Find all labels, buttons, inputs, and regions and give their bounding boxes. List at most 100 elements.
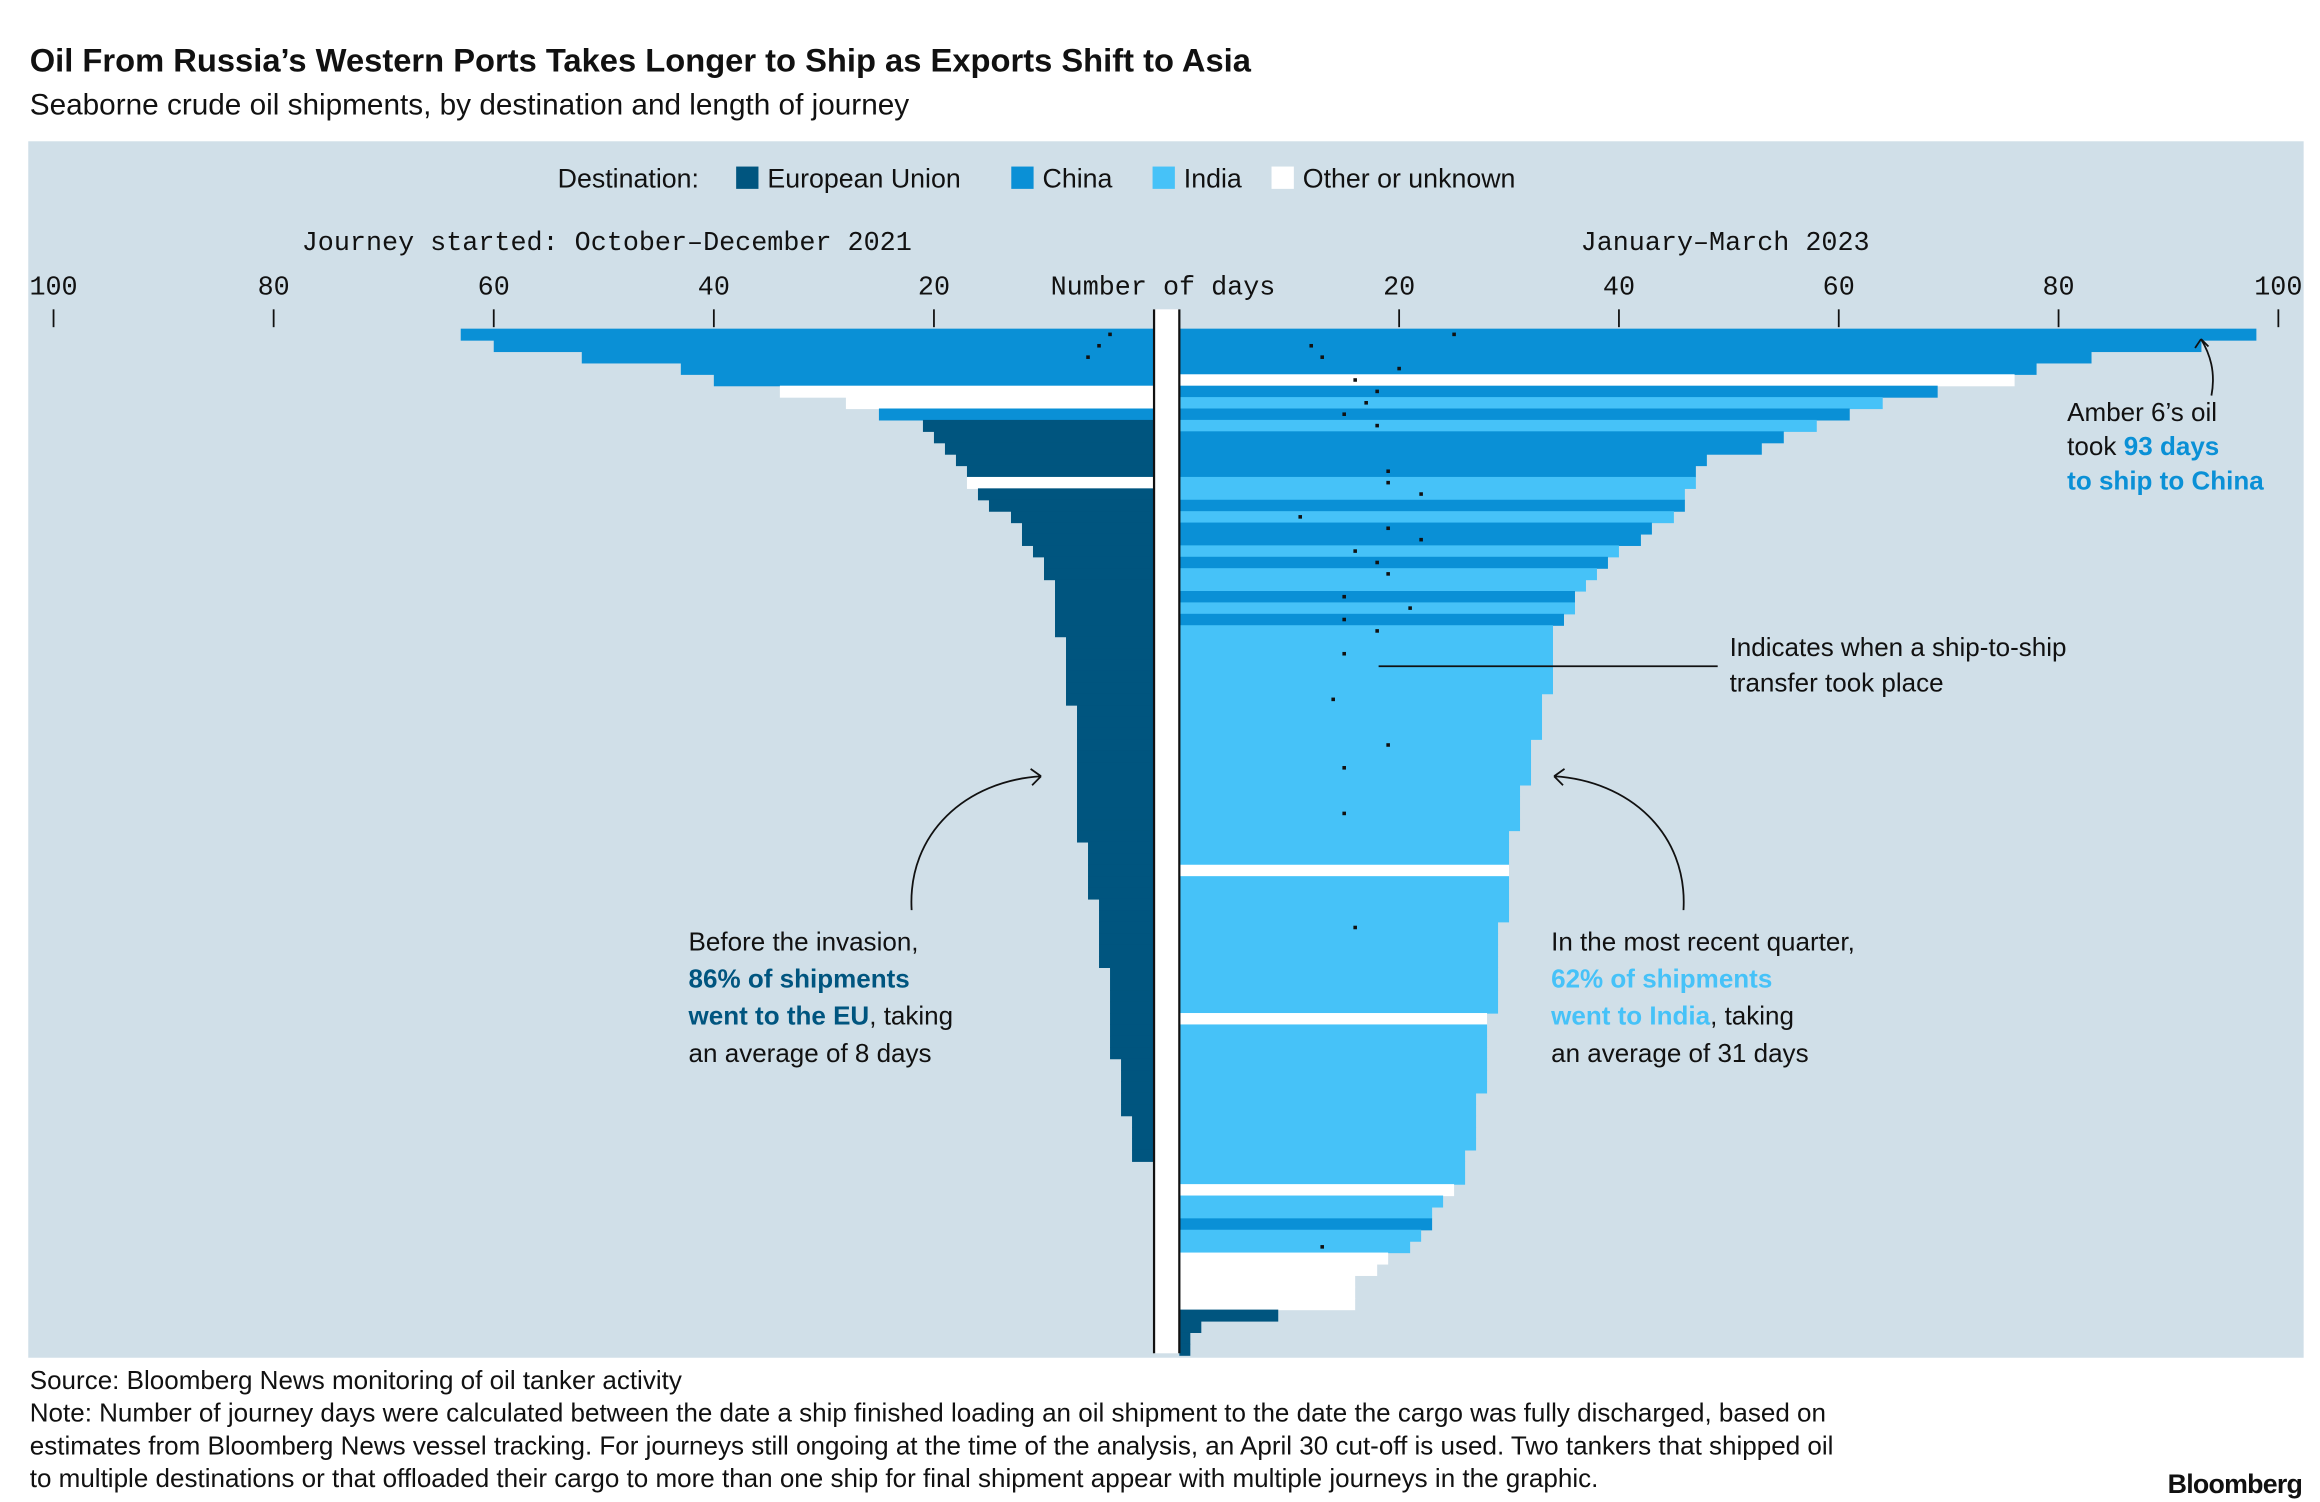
transfer-dot bbox=[1342, 766, 1346, 770]
bar bbox=[581, 351, 1155, 364]
annotation-arrow bbox=[1553, 768, 1685, 911]
x-tick-label: 40 bbox=[1603, 273, 1635, 303]
bar bbox=[1179, 739, 1532, 752]
bar bbox=[1077, 773, 1155, 786]
note: estimates from Bloomberg News vessel tra… bbox=[30, 1430, 1834, 1460]
transfer-dot bbox=[1386, 469, 1390, 474]
bar bbox=[1179, 590, 1575, 604]
transfer-dot bbox=[1086, 355, 1090, 359]
bar bbox=[1179, 454, 1707, 467]
bar bbox=[1179, 1332, 1191, 1345]
bar bbox=[779, 385, 1155, 398]
bar bbox=[1088, 887, 1155, 900]
bar bbox=[1110, 1013, 1155, 1026]
bar bbox=[1179, 1309, 1279, 1322]
bar bbox=[1179, 830, 1510, 843]
annotation-emphasis: 86% of shipments bbox=[689, 963, 910, 993]
bar bbox=[1077, 796, 1155, 809]
annotation-line: took bbox=[2067, 431, 2117, 461]
bar bbox=[1179, 374, 2015, 387]
bar bbox=[1055, 625, 1155, 638]
transfer-dot bbox=[1342, 412, 1346, 416]
bar bbox=[1032, 545, 1155, 558]
bar bbox=[1110, 1001, 1155, 1014]
bar bbox=[1044, 556, 1155, 569]
bar bbox=[1179, 1138, 1477, 1151]
bar bbox=[1179, 853, 1510, 866]
bar bbox=[1121, 1104, 1155, 1117]
bar bbox=[1077, 716, 1155, 729]
annotation-emphasis: 62% of shipments bbox=[1551, 963, 1772, 993]
bar bbox=[1179, 1172, 1466, 1185]
bar bbox=[1179, 716, 1543, 729]
bar bbox=[1121, 1081, 1155, 1094]
bar bbox=[1179, 1149, 1466, 1162]
bar bbox=[1055, 613, 1155, 626]
bar bbox=[713, 374, 1155, 387]
bar bbox=[1077, 784, 1155, 797]
bar bbox=[1077, 705, 1155, 718]
legend-swatch bbox=[1011, 166, 1034, 189]
bar bbox=[1179, 921, 1499, 934]
transfer-dot bbox=[1097, 343, 1101, 348]
legend-swatch bbox=[736, 166, 759, 189]
chart-subtitle: Seaborne crude oil shipments, by destina… bbox=[30, 89, 910, 122]
bar bbox=[1179, 1321, 1202, 1334]
bar bbox=[1179, 956, 1499, 969]
panel-title: January–March 2023 bbox=[1581, 229, 1870, 259]
transfer-dot bbox=[1331, 697, 1335, 702]
bar bbox=[1179, 1161, 1466, 1174]
legend-swatch bbox=[1152, 166, 1175, 189]
bar bbox=[1179, 362, 2037, 375]
annotation-line: Indicates when a ship-to-ship bbox=[1730, 632, 2067, 662]
transfer-dot bbox=[1375, 629, 1379, 633]
bar bbox=[966, 476, 1155, 489]
bar bbox=[1179, 522, 1652, 535]
brand: Bloomberg bbox=[2168, 1469, 2303, 1499]
bar bbox=[1179, 990, 1499, 1003]
x-tick-label: 20 bbox=[1383, 273, 1415, 303]
bar bbox=[977, 488, 1155, 501]
bar bbox=[1121, 1058, 1155, 1071]
bar bbox=[1179, 328, 2257, 341]
bar bbox=[1077, 739, 1155, 752]
bar bbox=[1179, 1081, 1488, 1094]
bar bbox=[1179, 351, 2092, 364]
axis-label: Number of days bbox=[1051, 273, 1276, 303]
bar bbox=[1044, 568, 1155, 581]
legend-title: Destination: bbox=[558, 163, 699, 193]
bar bbox=[878, 408, 1155, 421]
x-tick-label: 60 bbox=[1823, 273, 1855, 303]
bar bbox=[1179, 1252, 1389, 1265]
bar bbox=[922, 419, 1155, 432]
legend-label: Other or unknown bbox=[1303, 163, 1516, 193]
transfer-dot bbox=[1375, 423, 1379, 428]
overlay bbox=[1086, 332, 1456, 1249]
transfer-dot bbox=[1342, 594, 1346, 599]
bar bbox=[1179, 1047, 1488, 1060]
bar bbox=[1179, 1184, 1455, 1197]
bar bbox=[1179, 1104, 1477, 1117]
bar bbox=[1179, 1263, 1378, 1276]
bar bbox=[1088, 853, 1155, 866]
annotation-arrowhead bbox=[2194, 338, 2210, 349]
bar bbox=[1179, 727, 1543, 740]
bar bbox=[1179, 670, 1554, 683]
transfer-dot bbox=[1342, 617, 1346, 622]
bar bbox=[1179, 340, 2202, 353]
transfer-dot bbox=[1386, 526, 1390, 531]
bar bbox=[1055, 602, 1155, 615]
bar bbox=[1179, 579, 1586, 592]
transfer-dot bbox=[1108, 332, 1112, 337]
bar bbox=[1179, 499, 1685, 512]
bar bbox=[1179, 1343, 1191, 1356]
bar bbox=[460, 328, 1155, 341]
bar bbox=[1179, 784, 1521, 797]
bar bbox=[988, 499, 1155, 512]
bar bbox=[1179, 1241, 1411, 1254]
bar bbox=[1077, 819, 1155, 832]
legend-label: China bbox=[1043, 163, 1113, 193]
x-tick-label: 60 bbox=[478, 273, 510, 303]
